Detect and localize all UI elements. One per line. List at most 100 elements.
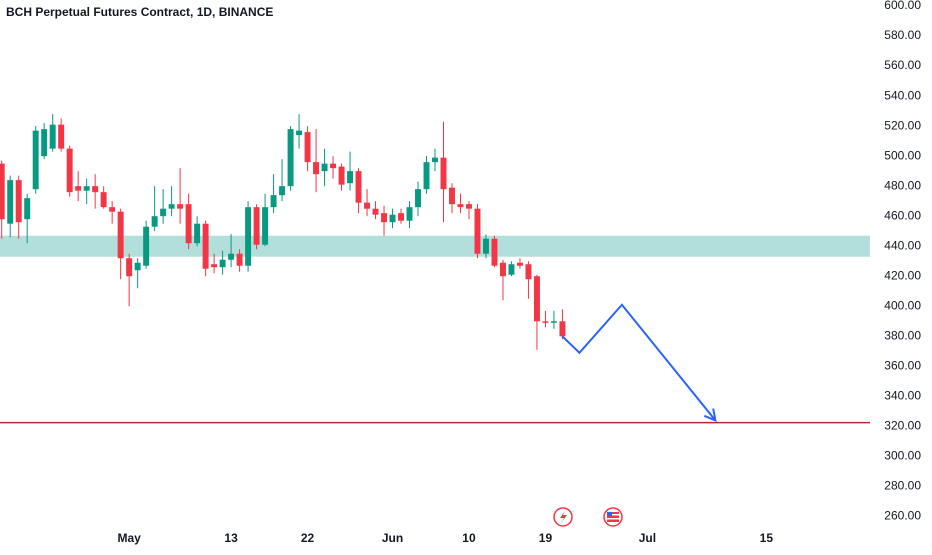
candle-body: [262, 207, 269, 245]
y-tick-label: 440.00: [884, 238, 921, 252]
y-tick-label: 540.00: [884, 88, 921, 102]
candle-body: [457, 204, 464, 208]
candle-body: [389, 214, 396, 223]
candle-body: [347, 171, 354, 184]
candle-body: [483, 238, 489, 254]
y-tick-label: 380.00: [884, 328, 921, 342]
chart-title: BCH Perpetual Futures Contract, 1D, BINA…: [6, 5, 273, 19]
candle-body: [168, 204, 175, 209]
event-icon: [607, 512, 619, 522]
candle-body: [15, 180, 22, 223]
candle-body: [432, 157, 438, 163]
y-tick-label: 340.00: [884, 389, 921, 403]
x-tick-label: 13: [224, 531, 238, 545]
candle-body: [32, 130, 39, 190]
x-tick-label: May: [117, 531, 141, 545]
candle-body: [41, 129, 48, 157]
y-tick-label: 400.00: [884, 298, 921, 312]
candle-body: [279, 186, 286, 196]
candle-body: [100, 192, 107, 208]
candle-body: [92, 186, 99, 193]
candle-body: [296, 130, 303, 136]
y-tick-label: 520.00: [884, 118, 921, 132]
candle-body: [151, 216, 158, 227]
candle-body: [525, 264, 532, 280]
x-tick-label: Jul: [639, 531, 656, 545]
candle-body: [559, 321, 566, 337]
x-tick-label: 19: [539, 531, 553, 545]
candle-body: [423, 162, 430, 190]
candle-body: [542, 321, 549, 323]
candle-body: [109, 207, 116, 212]
candle-body: [508, 264, 515, 275]
y-tick-label: 560.00: [884, 58, 921, 72]
y-tick-label: 580.00: [884, 28, 921, 42]
candle-body: [160, 208, 167, 217]
candle-body: [211, 264, 218, 268]
y-tick-label: 300.00: [884, 449, 921, 463]
candle-body: [516, 262, 523, 266]
candle-body: [440, 157, 447, 190]
candle-body: [194, 223, 201, 244]
candle-body: [0, 163, 5, 220]
y-tick-label: 460.00: [884, 208, 921, 222]
candle-body: [126, 258, 133, 277]
event-icons: [553, 507, 623, 527]
x-tick-label: Jun: [382, 531, 403, 545]
candle-body: [406, 207, 413, 221]
candle-body: [177, 204, 184, 209]
candle-body: [83, 186, 90, 191]
y-tick-label: 420.00: [884, 268, 921, 282]
candle-body: [330, 163, 337, 169]
projection-arrowhead: [703, 408, 717, 422]
candle-body: [313, 162, 320, 175]
y-tick-label: 480.00: [884, 178, 921, 192]
candle-body: [372, 208, 379, 215]
candle-body: [449, 187, 455, 205]
candle-body: [219, 259, 226, 268]
candle-body: [143, 226, 150, 266]
candle-body: [253, 207, 260, 245]
event-icon: [607, 514, 619, 516]
candle-body: [474, 208, 481, 254]
projection-path: [561, 303, 717, 421]
candle-body: [533, 276, 540, 322]
y-tick-label: 500.00: [884, 148, 921, 162]
candle-body: [75, 186, 82, 191]
candle-body: [491, 238, 498, 266]
candle-body: [58, 124, 65, 149]
y-tick-label: 600.00: [884, 0, 921, 12]
x-tick-label: 15: [760, 531, 774, 545]
candle-body: [49, 124, 56, 149]
candle-body: [270, 195, 277, 208]
x-tick-label: 22: [301, 531, 315, 545]
candle-body: [499, 262, 506, 277]
candle-body: [364, 202, 371, 209]
candle-body: [398, 213, 404, 221]
candle-body: [355, 171, 362, 203]
candle-body: [415, 189, 421, 208]
y-tick-label: 260.00: [884, 509, 921, 523]
candle-body: [381, 213, 387, 223]
event-icon: [607, 512, 612, 516]
candle-body: [466, 204, 472, 209]
candle-body: [66, 148, 73, 193]
candle-body: [117, 211, 124, 259]
y-tick-label: 320.00: [884, 419, 921, 433]
candle-body: [202, 223, 209, 269]
candle-body: [236, 253, 243, 266]
support-zone: [0, 235, 870, 257]
candle-body: [185, 204, 192, 244]
candle-body: [550, 321, 557, 323]
event-icon: [607, 518, 619, 520]
y-tick-label: 360.00: [884, 358, 921, 372]
event-icon: [560, 511, 567, 523]
candle-body: [7, 180, 14, 224]
candle-body: [338, 166, 345, 185]
candle-body: [24, 198, 31, 220]
x-tick-label: 10: [462, 531, 476, 545]
candle-body: [228, 253, 235, 260]
